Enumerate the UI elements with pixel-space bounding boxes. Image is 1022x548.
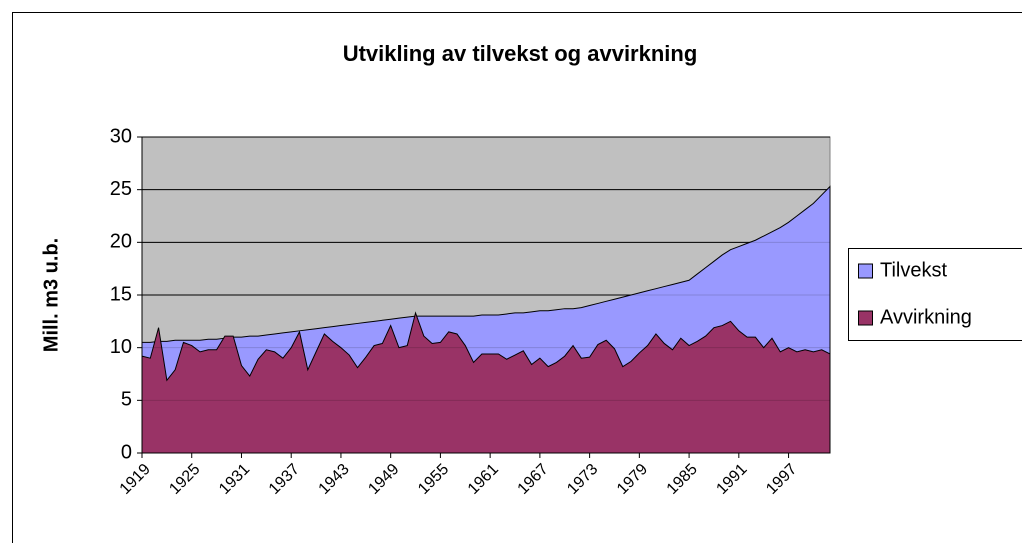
y-tick-label: 5 bbox=[121, 389, 132, 411]
y-tick-label: 20 bbox=[110, 231, 132, 253]
y-tick-label: 25 bbox=[110, 178, 132, 200]
legend-label: Tilvekst bbox=[880, 259, 947, 281]
y-tick-label: 10 bbox=[110, 336, 132, 358]
y-axis-label: Mill. m3 u.b. bbox=[40, 238, 62, 352]
legend-swatch bbox=[859, 311, 873, 325]
legend-swatch bbox=[859, 264, 873, 278]
y-tick-label: 15 bbox=[110, 283, 132, 305]
y-tick-label: 0 bbox=[121, 441, 132, 463]
y-tick-label: 30 bbox=[110, 125, 132, 147]
legend-label: Avvirkning bbox=[880, 306, 972, 328]
chart-title: Utvikling av tilvekst og avvirkning bbox=[343, 41, 698, 66]
